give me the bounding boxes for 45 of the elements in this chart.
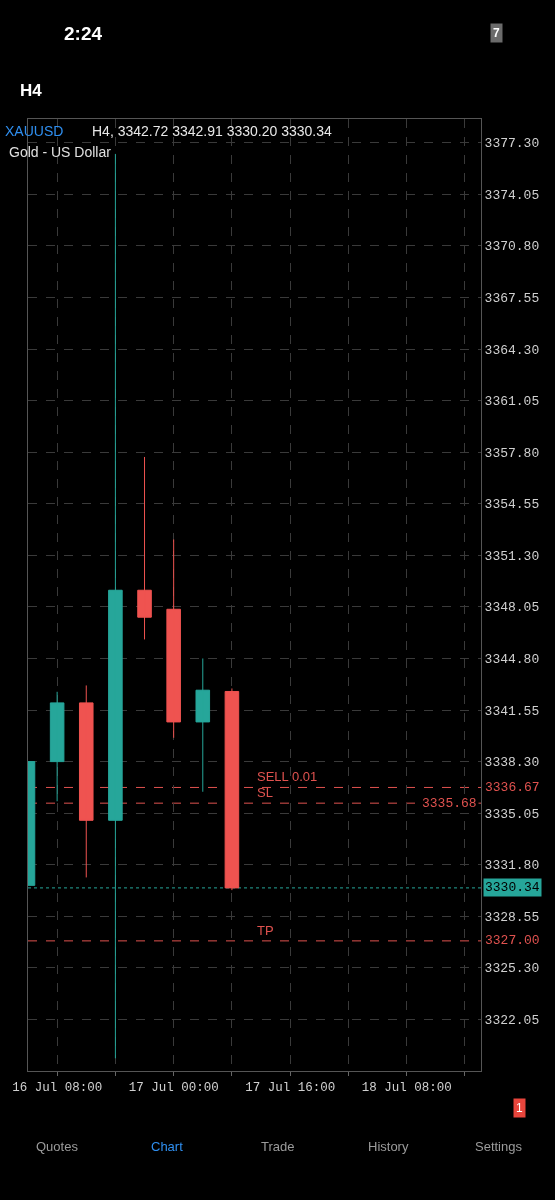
y-tick-label: 3338.30 — [484, 755, 540, 771]
text: Quotes — [36, 1139, 79, 1154]
text: Chart — [151, 1139, 184, 1154]
candlestick — [137, 456, 152, 640]
y-tick-label: 3367.55 — [484, 291, 540, 307]
text: 3336.67 — [485, 780, 540, 795]
x-tick-label: 18 Jul 08:00 — [361, 1081, 452, 1095]
candlestick — [78, 684, 94, 878]
y-tick-label: 3361.05 — [484, 394, 540, 410]
text: Gold - US Dollar — [9, 144, 112, 160]
y-tick-label: 3348.05 — [484, 600, 540, 616]
x-tick-label: 17 Jul 16:00 — [245, 1081, 336, 1095]
candlestick — [166, 538, 181, 739]
y-tick-label: 3325.30 — [484, 961, 540, 977]
text: 3330.34 — [485, 880, 540, 895]
text: 2:24 — [64, 23, 103, 44]
y-tick-label: 3322.05 — [484, 1012, 540, 1028]
text: 3327.00 — [485, 933, 540, 948]
x-tick-label: 17 Jul 00:00 — [128, 1081, 219, 1095]
y-tick-label: 3354.55 — [484, 497, 540, 513]
candlestick — [195, 657, 211, 793]
text: 1 — [516, 1101, 523, 1115]
y-tick-label: 3344.80 — [484, 652, 540, 668]
y-tick-label: 3341.55 — [484, 703, 540, 719]
y-tick-label: 3335.05 — [484, 806, 540, 822]
ref-line-label: SELL 0.01 — [257, 769, 318, 784]
y-tick-label: 3364.30 — [484, 342, 540, 358]
annotation: H4, 3342.72 3342.91 3330.20 3330.34 — [92, 123, 332, 139]
chart-title: XAUUSD — [5, 122, 64, 139]
y-tick-label: 3357.80 — [484, 445, 540, 461]
ref-line-label: TP — [257, 923, 274, 938]
text: Settings — [475, 1139, 523, 1154]
y-tick-label: 3351.30 — [484, 548, 540, 564]
text: 7 — [493, 26, 500, 40]
x-tick-label: 16 Jul 08:00 — [12, 1081, 103, 1095]
y-tick-label: 3328.55 — [484, 909, 540, 925]
annotation: 3335.68 — [422, 796, 477, 811]
y-tick-label: 3370.80 — [484, 239, 540, 255]
y-tick-label: 3374.05 — [484, 187, 540, 203]
y-tick-label: 3331.80 — [484, 858, 540, 874]
ref-line-label: SL — [257, 785, 273, 800]
text: H4 — [20, 81, 43, 100]
y-tick-label: 3377.30 — [484, 136, 540, 152]
text: Trade — [261, 1139, 295, 1154]
text: History — [368, 1139, 409, 1154]
